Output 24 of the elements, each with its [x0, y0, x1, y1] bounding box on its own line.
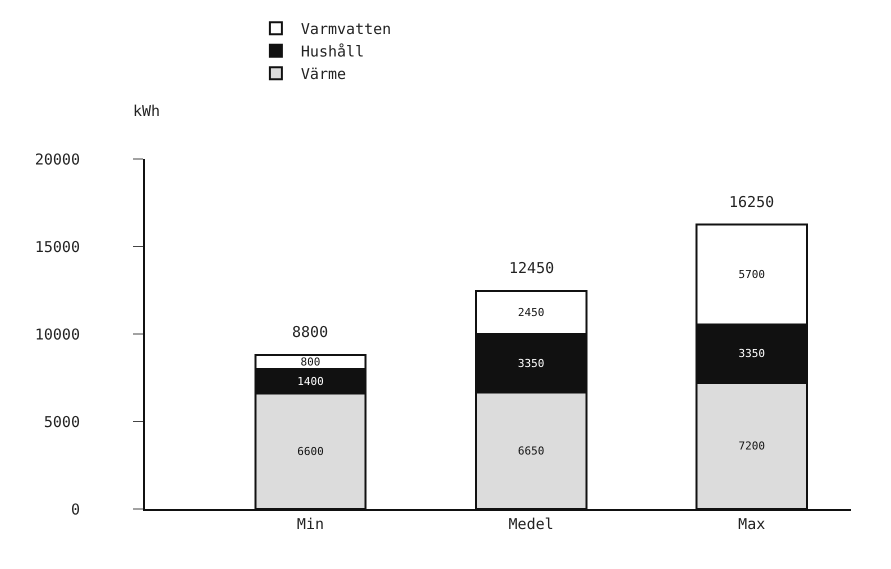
y-tick-label: 5000: [44, 412, 80, 431]
data-label: 5700: [738, 268, 765, 282]
total-label: 8800: [292, 323, 328, 341]
legend-label: Varmvatten: [300, 20, 392, 38]
data-label: 800: [300, 356, 320, 368]
y-axis-title: kWh: [133, 102, 160, 120]
data-label: 7200: [738, 440, 765, 452]
y-tick-label: 20000: [34, 150, 80, 168]
data-label: 2450: [518, 306, 544, 320]
x-tick-label: Max: [738, 515, 766, 533]
y-tick-label: 15000: [34, 238, 80, 256]
y-tick-label: 0: [70, 500, 80, 518]
legend-label: Hushåll: [300, 42, 364, 61]
legend-label: Värme: [300, 65, 346, 84]
data-label: 6600: [297, 444, 324, 458]
total-label: 16250: [729, 193, 774, 211]
x-tick-label: Medel: [508, 515, 554, 533]
data-label: 6650: [518, 444, 544, 458]
x-tick-label: Min: [296, 515, 324, 533]
y-tick-label: 10000: [34, 325, 80, 344]
data-label: 1400: [297, 374, 324, 388]
data-label: 3350: [518, 356, 544, 370]
total-label: 12450: [509, 259, 554, 277]
data-label: 3350: [738, 347, 765, 360]
